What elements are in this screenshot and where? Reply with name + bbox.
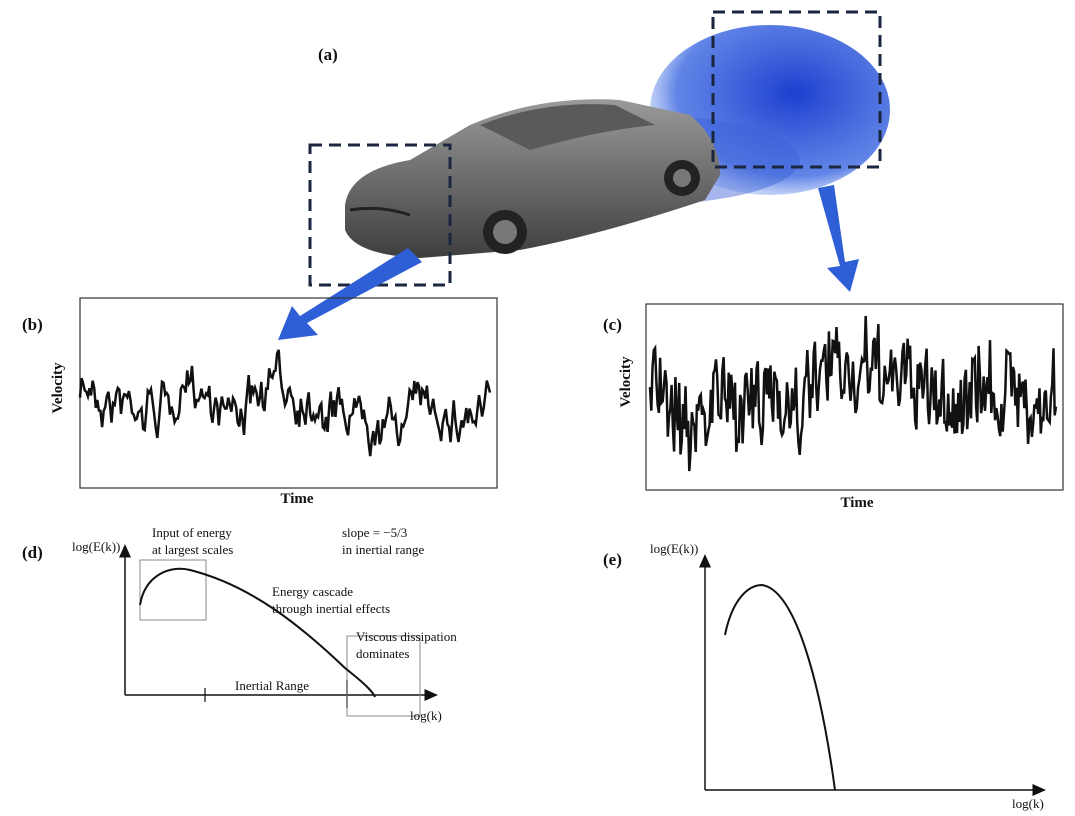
- annotation: Viscous dissipation: [356, 629, 457, 644]
- plot-frame: [645, 303, 1064, 491]
- x-axis-label: log(k): [410, 708, 442, 723]
- x-axis-label: Time: [840, 495, 873, 511]
- panel-label: (e): [603, 550, 622, 569]
- annotation-box: [139, 559, 207, 621]
- annotation-box: [346, 635, 421, 717]
- y-axis-label: Velocity: [50, 362, 66, 414]
- x-axis-label: log(k): [1012, 796, 1044, 811]
- annotation: Inertial Range: [235, 678, 309, 693]
- velocity-trace: [648, 315, 1058, 472]
- panel-label: (c): [603, 315, 622, 334]
- focus-box: [711, 10, 882, 169]
- annotation: slope = −5/3: [342, 525, 407, 540]
- y-axis-label: log(E(k)): [72, 539, 120, 554]
- arrow: [278, 185, 859, 340]
- panel-label: (a): [318, 45, 338, 64]
- spectrum-curve: [724, 583, 836, 791]
- annotation: at largest scales: [152, 542, 233, 557]
- panel-label: (d): [22, 543, 43, 562]
- annotation: Input of energy: [152, 525, 232, 540]
- spectrum-curve: [139, 567, 376, 698]
- annotation: Energy cascade: [272, 584, 353, 599]
- annotation: dominates: [356, 646, 409, 661]
- annotation: through inertial effects: [272, 601, 390, 616]
- annotation: in inertial range: [342, 542, 425, 557]
- velocity-trace: [78, 349, 492, 457]
- focus-box: [308, 143, 452, 287]
- y-axis-label: Velocity: [618, 356, 634, 408]
- car-illustration: [345, 25, 890, 259]
- y-axis-label: log(E(k)): [650, 541, 698, 556]
- panel-label: (b): [22, 315, 43, 334]
- x-axis-label: Time: [280, 491, 313, 507]
